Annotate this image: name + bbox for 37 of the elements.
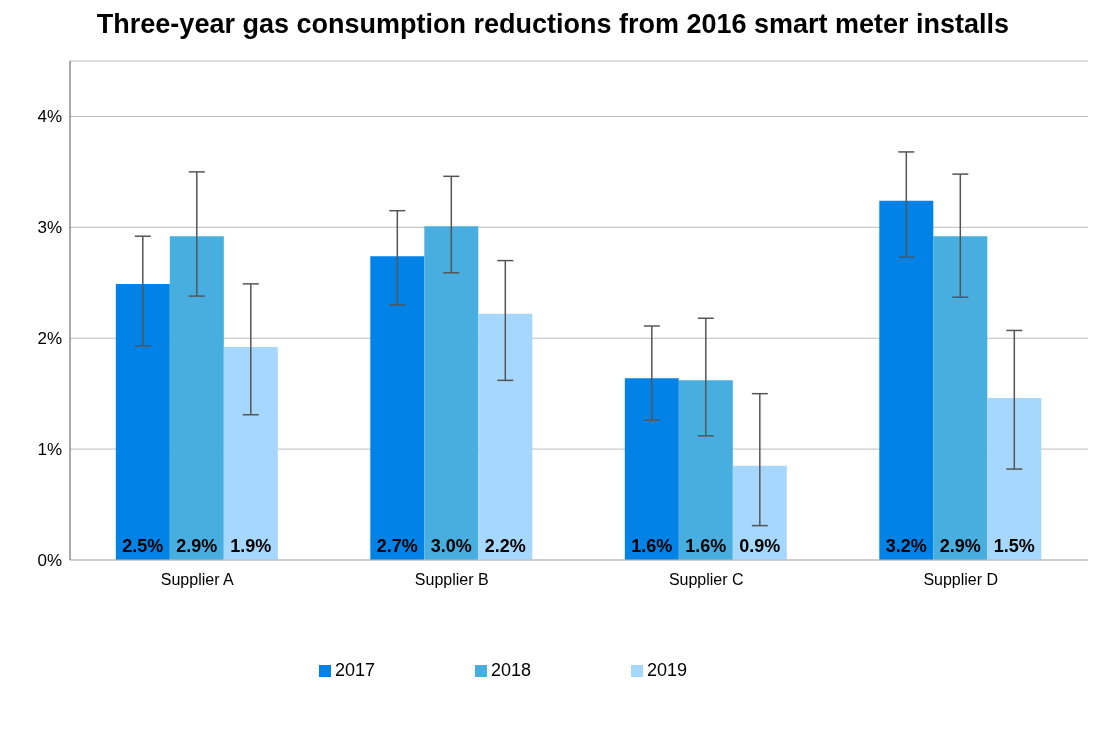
- x-tick-label: Supplier A: [160, 571, 235, 589]
- bar: [115, 283, 170, 560]
- legend-label: 2018: [490, 660, 532, 680]
- bar: [424, 226, 479, 560]
- bar: [624, 378, 679, 560]
- data-label: 1.6%: [685, 536, 727, 556]
- x-tick-label: Supplier B: [414, 571, 489, 589]
- bar: [933, 236, 988, 560]
- data-label: 1.9%: [230, 536, 272, 556]
- y-tick-label: 4%: [37, 107, 62, 127]
- bar: [223, 347, 278, 560]
- x-tick-label: Supplier C: [668, 571, 744, 589]
- bar: [879, 200, 934, 560]
- data-label: 0.9%: [739, 536, 781, 556]
- data-label: 1.5%: [993, 536, 1035, 556]
- data-label: 1.6%: [631, 536, 673, 556]
- bar: [478, 313, 533, 560]
- data-label: 2.9%: [176, 536, 218, 556]
- bar: [169, 236, 224, 560]
- bar: [732, 465, 787, 560]
- legend-label: 2017: [334, 660, 375, 680]
- data-label: 2.2%: [484, 536, 526, 556]
- y-tick-label: 1%: [37, 440, 62, 460]
- y-tick-label: 3%: [37, 218, 62, 238]
- data-label: 2.7%: [376, 536, 418, 556]
- chart-title: Three-year gas consumption reductions from 2016 smart meter installs: [95, 8, 1011, 41]
- x-tick-label: Supplier D: [923, 571, 999, 589]
- data-label: 2.5%: [122, 536, 164, 556]
- data-label: 3.2%: [885, 536, 927, 556]
- y-tick-label: 2%: [37, 329, 62, 349]
- data-label: 3.0%: [430, 536, 472, 556]
- legend-label: 2019: [647, 660, 688, 680]
- bar: [370, 256, 425, 560]
- bar: [678, 380, 733, 560]
- y-tick-label: 0%: [37, 551, 62, 571]
- bar: [987, 398, 1042, 560]
- data-label: 2.9%: [939, 536, 981, 556]
